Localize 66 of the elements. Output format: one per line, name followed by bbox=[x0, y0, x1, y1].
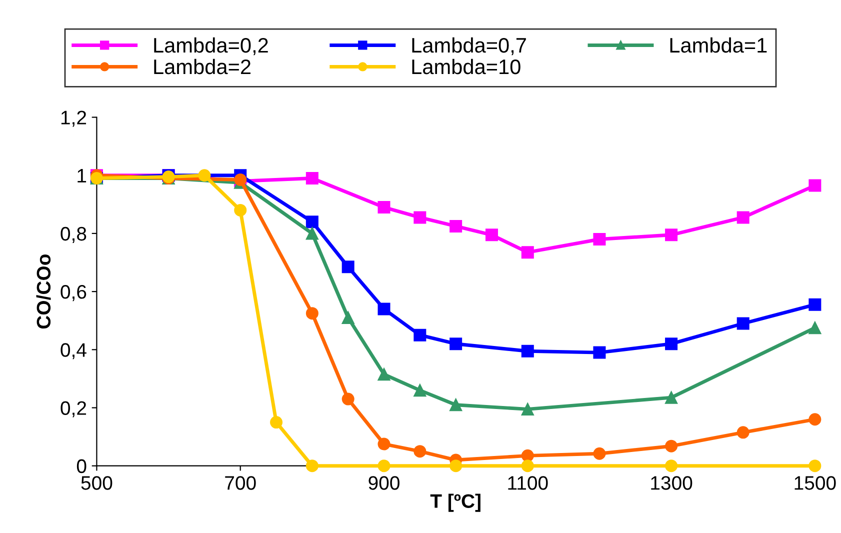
point bbox=[450, 398, 462, 412]
point bbox=[414, 328, 426, 342]
y-tick-label: 0 bbox=[76, 459, 86, 474]
y-tick-label: 1 bbox=[78, 169, 86, 182]
point bbox=[306, 216, 318, 228]
point bbox=[665, 440, 678, 452]
point bbox=[378, 438, 390, 450]
x-tick-label: 500 bbox=[81, 476, 112, 490]
point bbox=[450, 220, 462, 232]
legend-label: Lambda=2 bbox=[154, 58, 250, 74]
x-tick-label: 1300 bbox=[651, 476, 692, 490]
point bbox=[450, 338, 462, 350]
legend-label: Lambda=1 bbox=[670, 37, 767, 53]
point bbox=[414, 211, 426, 224]
x-axis-title: T [ºC] bbox=[430, 494, 480, 512]
point bbox=[593, 447, 606, 460]
point bbox=[593, 233, 606, 246]
point bbox=[306, 172, 318, 185]
point bbox=[306, 307, 318, 320]
point bbox=[521, 460, 534, 472]
point bbox=[378, 302, 390, 316]
point bbox=[665, 228, 678, 242]
point bbox=[234, 204, 247, 216]
point bbox=[521, 246, 534, 259]
point bbox=[808, 179, 822, 192]
y-tick-label: 0,4 bbox=[60, 343, 86, 360]
point bbox=[378, 201, 390, 214]
x-tick-label: 700 bbox=[225, 476, 256, 490]
y-tick-label: 0,6 bbox=[60, 285, 86, 302]
x-tick-label: 1100 bbox=[508, 476, 548, 490]
point bbox=[342, 260, 354, 274]
point bbox=[342, 311, 354, 324]
point bbox=[485, 228, 498, 242]
point bbox=[736, 211, 750, 224]
point bbox=[521, 344, 534, 358]
point bbox=[808, 322, 822, 334]
point bbox=[521, 449, 534, 462]
point bbox=[665, 391, 678, 404]
point bbox=[414, 445, 426, 458]
point bbox=[808, 413, 822, 426]
point bbox=[378, 460, 390, 472]
point bbox=[808, 460, 822, 472]
point bbox=[306, 227, 318, 240]
legend-label: Lambda=0,2 bbox=[154, 37, 268, 56]
y-tick-label: 1,2 bbox=[61, 110, 86, 127]
point bbox=[450, 460, 462, 472]
point bbox=[306, 460, 318, 472]
point bbox=[593, 346, 606, 359]
point bbox=[665, 338, 678, 350]
y-tick-label: 0,2 bbox=[60, 401, 86, 418]
legend-label: Lambda=10 bbox=[412, 58, 520, 74]
point bbox=[414, 384, 426, 397]
point bbox=[198, 169, 211, 182]
y-axis-title: CO/COo bbox=[36, 254, 51, 329]
x-tick-label: 900 bbox=[368, 476, 400, 490]
legend-label: Lambda=0,7 bbox=[412, 37, 526, 56]
point bbox=[665, 460, 678, 472]
point bbox=[736, 317, 750, 330]
point bbox=[808, 298, 822, 311]
x-tick-label: 1500 bbox=[794, 476, 836, 490]
y-tick-label: 0,8 bbox=[60, 226, 86, 243]
point bbox=[342, 392, 354, 406]
point bbox=[521, 402, 534, 416]
point bbox=[736, 426, 750, 439]
point bbox=[270, 416, 283, 429]
point bbox=[378, 368, 390, 381]
